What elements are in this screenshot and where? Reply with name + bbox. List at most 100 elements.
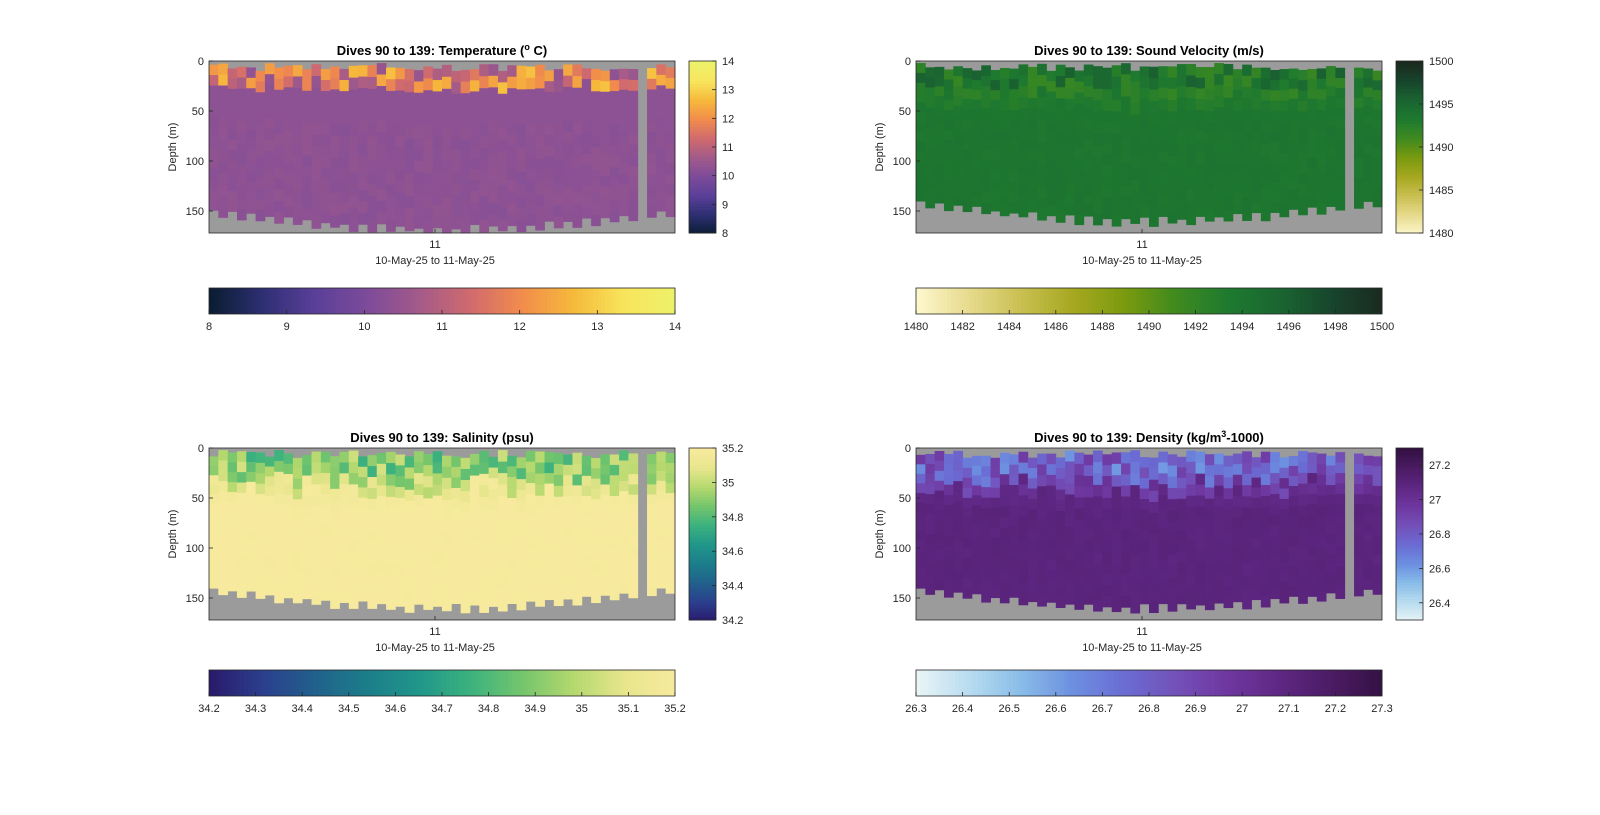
heatmap-cell bbox=[1223, 64, 1234, 76]
heatmap-cell bbox=[1232, 591, 1243, 603]
heatmap-cell bbox=[925, 494, 936, 505]
heatmap-cell bbox=[236, 545, 247, 557]
heatmap-cell bbox=[367, 553, 378, 566]
heatmap-cell bbox=[432, 506, 443, 519]
heatmap-cell bbox=[581, 536, 592, 547]
heatmap-cell bbox=[302, 455, 312, 466]
colorbar-stripe bbox=[689, 562, 716, 567]
heatmap-cell bbox=[348, 461, 359, 474]
heatmap-cell bbox=[1363, 87, 1374, 98]
heatmap-cell bbox=[302, 133, 312, 145]
heatmap-cell bbox=[1204, 554, 1215, 566]
heatmap-cell bbox=[600, 504, 611, 516]
heatmap-cell bbox=[339, 559, 350, 571]
heatmap-cell bbox=[1195, 88, 1206, 100]
heatmap-cell bbox=[404, 478, 415, 491]
heatmap-cell bbox=[1158, 119, 1169, 132]
heatmap-cell bbox=[1167, 111, 1178, 123]
heatmap-cell bbox=[962, 119, 973, 131]
heatmap-cell bbox=[656, 578, 667, 589]
heatmap-cell bbox=[1195, 451, 1206, 464]
heatmap-cell bbox=[1354, 565, 1364, 577]
colorbar-stripe bbox=[689, 178, 716, 182]
heatmap-cell bbox=[656, 85, 667, 97]
colorbar-stripe bbox=[309, 670, 315, 696]
heatmap-cell bbox=[376, 549, 387, 562]
heatmap-cell bbox=[581, 207, 592, 219]
colorbar-stripe bbox=[430, 670, 435, 696]
heatmap-cell bbox=[981, 591, 991, 603]
heatmap-cell bbox=[423, 576, 434, 588]
heatmap-cell bbox=[591, 102, 601, 115]
colorbar-stripe bbox=[1246, 288, 1251, 314]
heatmap-cell bbox=[358, 518, 368, 530]
heatmap-cell bbox=[376, 143, 387, 156]
heatmap-cell bbox=[1093, 213, 1103, 226]
heatmap-cell bbox=[609, 589, 620, 601]
colorbar-stripe bbox=[636, 670, 641, 696]
colorbar-stripe bbox=[1396, 149, 1423, 154]
heatmap-cell bbox=[339, 113, 350, 125]
heatmap-cell bbox=[274, 112, 284, 124]
colorbar-stripe bbox=[1396, 210, 1423, 214]
heatmap-cell bbox=[1102, 132, 1113, 144]
colorbar-stripe bbox=[546, 670, 552, 696]
heatmap-cell bbox=[330, 488, 340, 501]
heatmap-cell bbox=[1195, 99, 1206, 111]
heatmap-cell bbox=[1009, 130, 1019, 142]
colorbar-stripe bbox=[982, 670, 987, 696]
heatmap-cell bbox=[1027, 509, 1038, 520]
heatmap-cell bbox=[274, 591, 284, 604]
heatmap-cell bbox=[1288, 465, 1299, 477]
heatmap-cell bbox=[376, 200, 387, 213]
colorbar-stripe bbox=[476, 288, 482, 314]
heatmap-cell bbox=[302, 101, 312, 113]
colorbar-stripe bbox=[1374, 288, 1379, 314]
heatmap-cell bbox=[647, 196, 657, 208]
heatmap-cell bbox=[516, 555, 527, 567]
heatmap-cell bbox=[1354, 545, 1364, 556]
colorbar-stripe bbox=[1164, 670, 1169, 696]
heatmap-cell bbox=[264, 85, 275, 97]
colorbar-stripe bbox=[1396, 488, 1423, 492]
colorbar-stripe bbox=[689, 75, 716, 79]
colorbar-stripe bbox=[500, 670, 505, 696]
heatmap-cell bbox=[1298, 90, 1308, 102]
colorbar-stripe bbox=[689, 72, 716, 76]
heatmap-cell bbox=[442, 136, 452, 150]
heatmap-cell bbox=[1027, 108, 1038, 120]
heatmap-cell bbox=[934, 579, 945, 591]
heatmap-cell bbox=[1232, 506, 1243, 518]
colorbar-stripe bbox=[1040, 288, 1045, 314]
heatmap-cell bbox=[1307, 524, 1318, 536]
heatmap-cell bbox=[469, 180, 480, 192]
heatmap-cell bbox=[962, 528, 973, 539]
heatmap-cell bbox=[1121, 185, 1131, 197]
colorbar-tick-label: 27 bbox=[1236, 703, 1248, 715]
colorbar-stripe bbox=[1396, 66, 1423, 71]
heatmap-cell bbox=[488, 191, 499, 204]
heatmap-cell bbox=[386, 208, 396, 221]
heatmap-cell bbox=[339, 473, 350, 485]
heatmap-cell bbox=[1027, 87, 1038, 99]
heatmap-cell bbox=[479, 136, 489, 149]
colorbar-stripe bbox=[689, 485, 716, 489]
heatmap-cell bbox=[1121, 96, 1131, 109]
x-tick-label: 11 bbox=[429, 626, 440, 638]
heatmap-cell bbox=[1195, 205, 1206, 217]
colorbar-stripe bbox=[919, 288, 925, 314]
heatmap-cell bbox=[451, 149, 462, 162]
colorbar-stripe bbox=[1044, 288, 1049, 314]
heatmap-cell bbox=[1270, 556, 1280, 568]
heatmap-cell bbox=[255, 167, 266, 179]
heatmap-cell bbox=[1046, 153, 1057, 165]
heatmap-cell bbox=[339, 124, 350, 136]
heatmap-cell bbox=[1167, 487, 1178, 500]
heatmap-cell bbox=[330, 192, 340, 205]
heatmap-cell bbox=[311, 64, 322, 77]
heatmap-cell bbox=[1260, 100, 1271, 112]
colorbar-stripe bbox=[1396, 104, 1423, 108]
heatmap-cell bbox=[563, 495, 573, 507]
heatmap-cell bbox=[507, 111, 517, 123]
colorbar-stripe bbox=[395, 670, 400, 696]
